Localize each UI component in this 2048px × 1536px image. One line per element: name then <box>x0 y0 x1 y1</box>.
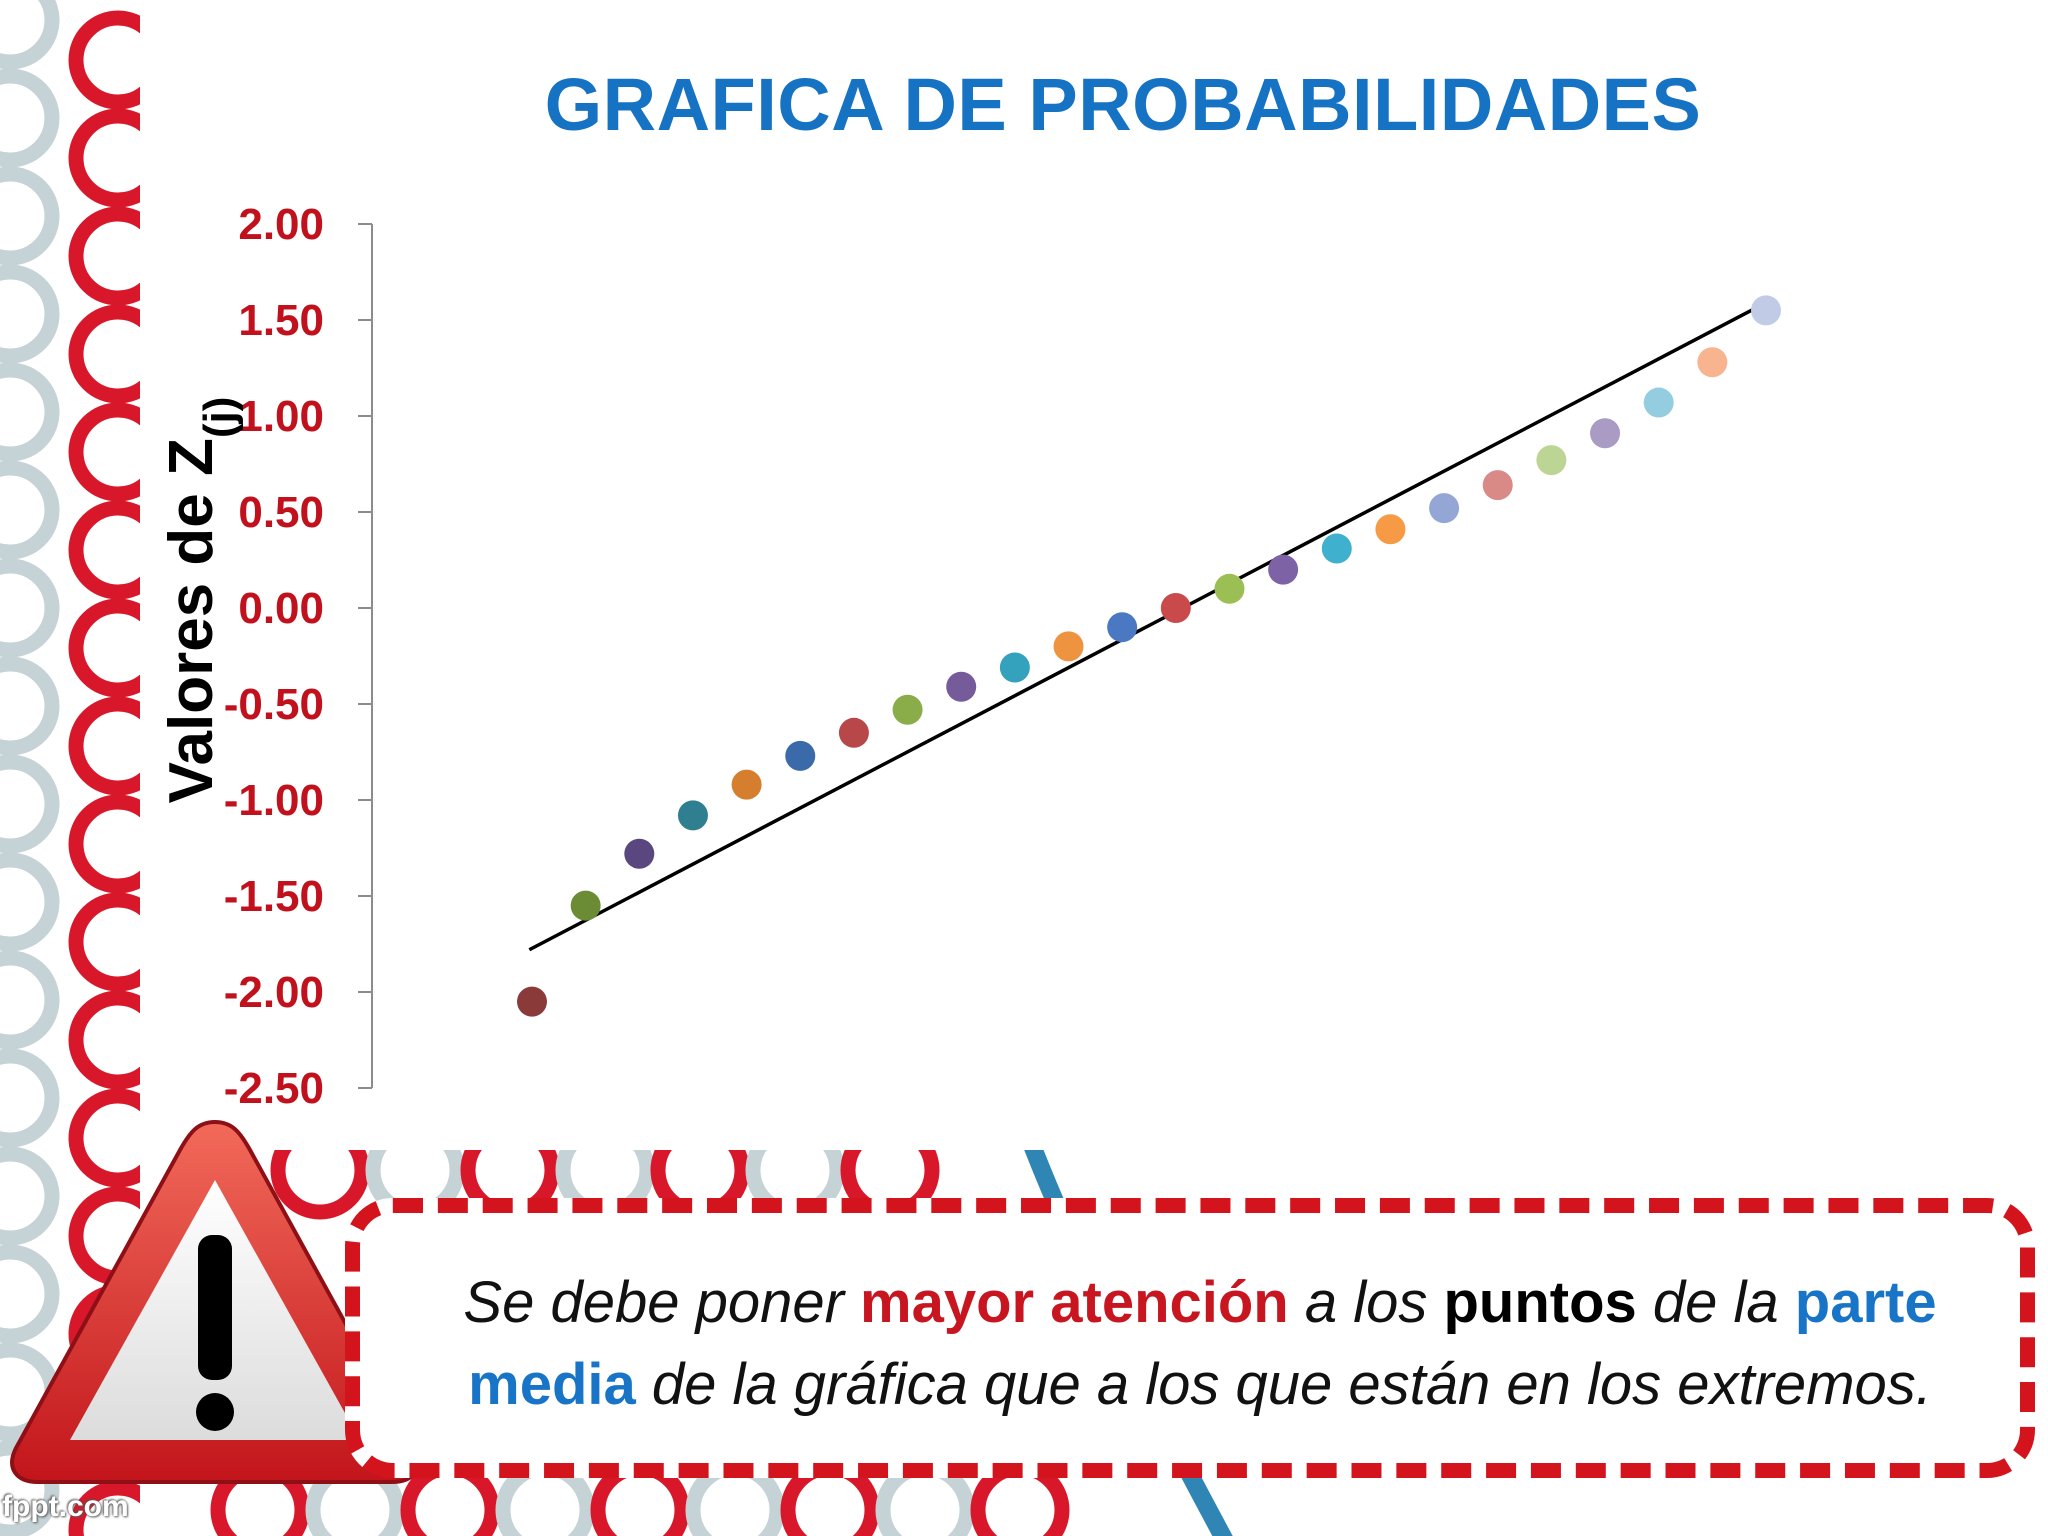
watermark-fppt: fppt.com <box>2 1490 129 1523</box>
ring-decoration <box>0 1146 60 1246</box>
data-point <box>1697 347 1728 378</box>
data-point <box>946 671 977 702</box>
callout-segment: mayor atención <box>860 1270 1289 1335</box>
data-points-layer <box>517 295 1781 1017</box>
data-point <box>1214 573 1245 604</box>
ring-decoration <box>68 402 140 502</box>
ring-decoration <box>68 1480 140 1536</box>
ring-decoration <box>68 500 140 600</box>
data-point <box>1107 612 1138 643</box>
y-tick-label: 1.50 <box>238 296 324 345</box>
data-point <box>892 694 923 725</box>
ring-decoration <box>68 892 140 992</box>
data-point <box>785 740 816 771</box>
ring-decoration <box>0 754 60 854</box>
data-point <box>624 838 655 869</box>
y-tick-label: 0.50 <box>238 488 324 537</box>
ring-decoration <box>0 656 60 756</box>
data-point <box>1321 533 1352 564</box>
ring-decoration <box>68 990 140 1090</box>
callout-segment: puntos <box>1443 1270 1637 1335</box>
y-tick-label: -2.50 <box>224 1064 324 1113</box>
callout-segment: de la gráfica que a los que están en los… <box>635 1352 1932 1417</box>
ring-decoration <box>68 206 140 306</box>
ring-decoration <box>0 1244 60 1344</box>
data-point <box>570 890 601 921</box>
ring-decoration <box>0 362 60 462</box>
data-point <box>1643 387 1674 418</box>
ring-decoration <box>0 1048 60 1148</box>
data-point <box>838 717 869 748</box>
ring-decoration <box>0 166 60 266</box>
data-point <box>1268 554 1299 585</box>
y-tick-label: 0.00 <box>238 584 324 633</box>
data-point <box>1429 493 1460 524</box>
ring-decoration <box>270 1150 370 1220</box>
data-point <box>731 769 762 800</box>
trendline <box>528 301 1767 952</box>
warning-triangle-icon <box>10 1119 420 1484</box>
ring-decoration <box>0 68 60 168</box>
callout-text: Se debe poner mayor atención a los punto… <box>400 1262 2000 1426</box>
ring-decoration <box>68 696 140 796</box>
data-point <box>1590 418 1621 449</box>
chart-axes: 2.00 1.50 1.00 0.50 0.00 -0.50 -1.00 -1.50 -2.00… <box>224 200 373 1113</box>
data-point <box>1053 631 1084 662</box>
ring-decoration <box>68 304 140 404</box>
data-point <box>1375 514 1406 545</box>
y-tick-label: -1.00 <box>224 776 324 825</box>
ring-decoration <box>68 1088 140 1188</box>
y-tick-label: -1.50 <box>224 872 324 921</box>
ring-decoration <box>0 0 60 70</box>
callout-segment: a los <box>1288 1270 1444 1335</box>
data-point <box>677 800 708 831</box>
callout-segment: Se debe poner <box>463 1270 861 1335</box>
callout-segment: de la <box>1636 1270 1795 1335</box>
ring-decoration <box>0 264 60 364</box>
ring-decoration <box>0 950 60 1050</box>
ring-decoration <box>0 558 60 658</box>
y-tick-label: -0.50 <box>224 680 324 729</box>
y-tick-label: -2.00 <box>224 968 324 1017</box>
ring-decoration <box>0 1440 60 1536</box>
y-axis-label: Valores de Z(j) <box>157 397 244 804</box>
data-point <box>1160 593 1191 623</box>
y-tick-label: 2.00 <box>238 200 324 249</box>
y-axis-label-main: Valores de Z <box>157 438 226 803</box>
data-point <box>517 986 547 1017</box>
ring-decoration <box>0 460 60 560</box>
callout-segment: parte media <box>468 1270 1937 1417</box>
ring-decoration <box>0 852 60 952</box>
ring-decoration <box>68 794 140 894</box>
trendline-layer <box>528 301 1767 952</box>
ring-decoration <box>68 598 140 698</box>
y-tick-label: 1.00 <box>238 392 324 441</box>
data-point <box>1751 295 1781 326</box>
y-axis-label-subscript: (j) <box>195 397 244 439</box>
data-point <box>1482 470 1513 501</box>
ring-decoration <box>68 108 140 208</box>
slide-title: GRAFICA DE PROBABILIDADES <box>544 63 1702 146</box>
data-point <box>1536 445 1567 476</box>
callout-box <box>345 1198 2035 1478</box>
ring-decoration <box>68 10 140 110</box>
data-point <box>999 652 1030 683</box>
